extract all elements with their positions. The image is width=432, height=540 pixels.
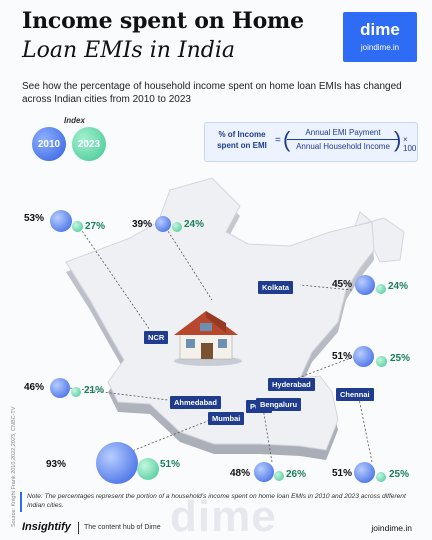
footer-watermark: dime	[170, 492, 277, 540]
footer-divider	[78, 522, 79, 534]
city-label-hyderabad: Hyderabad	[268, 378, 315, 391]
index-2010-ball: 2010	[32, 127, 66, 161]
ahmedabad-2010-value: 46%	[24, 382, 45, 393]
open-paren-glyph: (	[283, 127, 291, 152]
ahmedabad-2023-value: 21%	[84, 385, 105, 396]
pune-2023-value: 24%	[184, 219, 205, 230]
brand-name: dime	[360, 20, 400, 39]
formula-equals: =	[275, 135, 281, 146]
mumbai-2023-value: 51%	[160, 459, 181, 470]
kolkata-2010-ball	[355, 275, 375, 295]
city-label-ncr: NCR	[144, 331, 169, 344]
formula-multiplier: × 100	[403, 135, 417, 153]
formula-numerator: Annual EMI Payment	[287, 128, 399, 140]
ncr-2023-value: 27%	[85, 221, 106, 232]
page-title-line2: Loan EMIs in India	[22, 38, 235, 63]
close-paren-glyph: )	[394, 127, 402, 152]
formula-left: % of Income spent on EMI	[217, 130, 267, 150]
city-label-ahmedabad: Ahmedabad	[170, 396, 221, 409]
ncr-2010-value: 53%	[24, 213, 45, 224]
index-2023-ball: 2023	[72, 127, 106, 161]
mumbai-2023-ball	[137, 458, 159, 480]
city-label-bengaluru: Bengaluru	[256, 398, 302, 411]
mumbai-2010-ball	[96, 442, 138, 484]
hyderabad-2023-ball	[376, 356, 387, 367]
page-title-line1: Income spent on Home	[22, 8, 304, 34]
city-label-mumbai: Mumbai	[208, 412, 245, 425]
index-label: Index	[64, 116, 85, 125]
mumbai-2010-value: 93%	[46, 459, 67, 470]
footer-url-link[interactable]: joindime.in	[371, 523, 412, 533]
kolkata-2023-value: 24%	[388, 281, 409, 292]
formula-box: % of Income spent on EMI = ( Annual EMI …	[204, 122, 418, 162]
hyderabad-2010-ball	[353, 346, 374, 367]
ncr-2023-ball	[72, 221, 83, 232]
source-credit: Source: Knight Frank 2010,2022,2023, CNB…	[11, 406, 17, 527]
formula-fraction: Annual EMI Payment Annual Household Inco…	[287, 128, 399, 151]
brand-url: joindime.in	[360, 43, 400, 52]
chennai-2010-ball	[354, 462, 375, 483]
bengaluru-2023-value: 26%	[286, 469, 307, 480]
kolkata-2010-value: 45%	[332, 279, 353, 290]
brand-badge[interactable]: dime joindime.in	[343, 12, 417, 62]
kolkata-2023-ball	[376, 284, 386, 294]
subtitle: See how the percentage of household inco…	[22, 81, 402, 105]
ncr-2010-ball	[50, 210, 72, 232]
footer-tagline: The content hub of Dime	[84, 524, 161, 531]
pune-2010-ball	[155, 216, 171, 232]
bengaluru-2023-ball	[274, 471, 284, 481]
footer-bar: Insightify The content hub of Dime joind…	[0, 515, 432, 540]
footnote: Note: The percentages represent the port…	[20, 492, 419, 512]
city-label-chennai: Chennai	[336, 388, 374, 401]
insightify-logo[interactable]: Insightify	[22, 521, 71, 533]
chennai-2023-ball	[376, 472, 386, 482]
chennai-2010-value: 51%	[332, 468, 353, 479]
house-illustration	[174, 311, 242, 366]
leader-lines	[69, 227, 373, 463]
bengaluru-2010-ball	[254, 462, 274, 482]
pune-2010-value: 39%	[132, 219, 153, 230]
ahmedabad-2023-ball	[71, 387, 81, 397]
hyderabad-2010-value: 51%	[332, 351, 353, 362]
ahmedabad-2010-ball	[50, 378, 70, 398]
bengaluru-2010-value: 48%	[230, 468, 251, 479]
chennai-2023-value: 25%	[389, 469, 410, 480]
hyderabad-2023-value: 25%	[390, 353, 411, 364]
formula-denominator: Annual Household Income	[296, 142, 390, 151]
city-label-kolkata: Kolkata	[258, 281, 294, 294]
pune-2023-ball	[172, 222, 182, 232]
map-northeast	[354, 217, 405, 263]
